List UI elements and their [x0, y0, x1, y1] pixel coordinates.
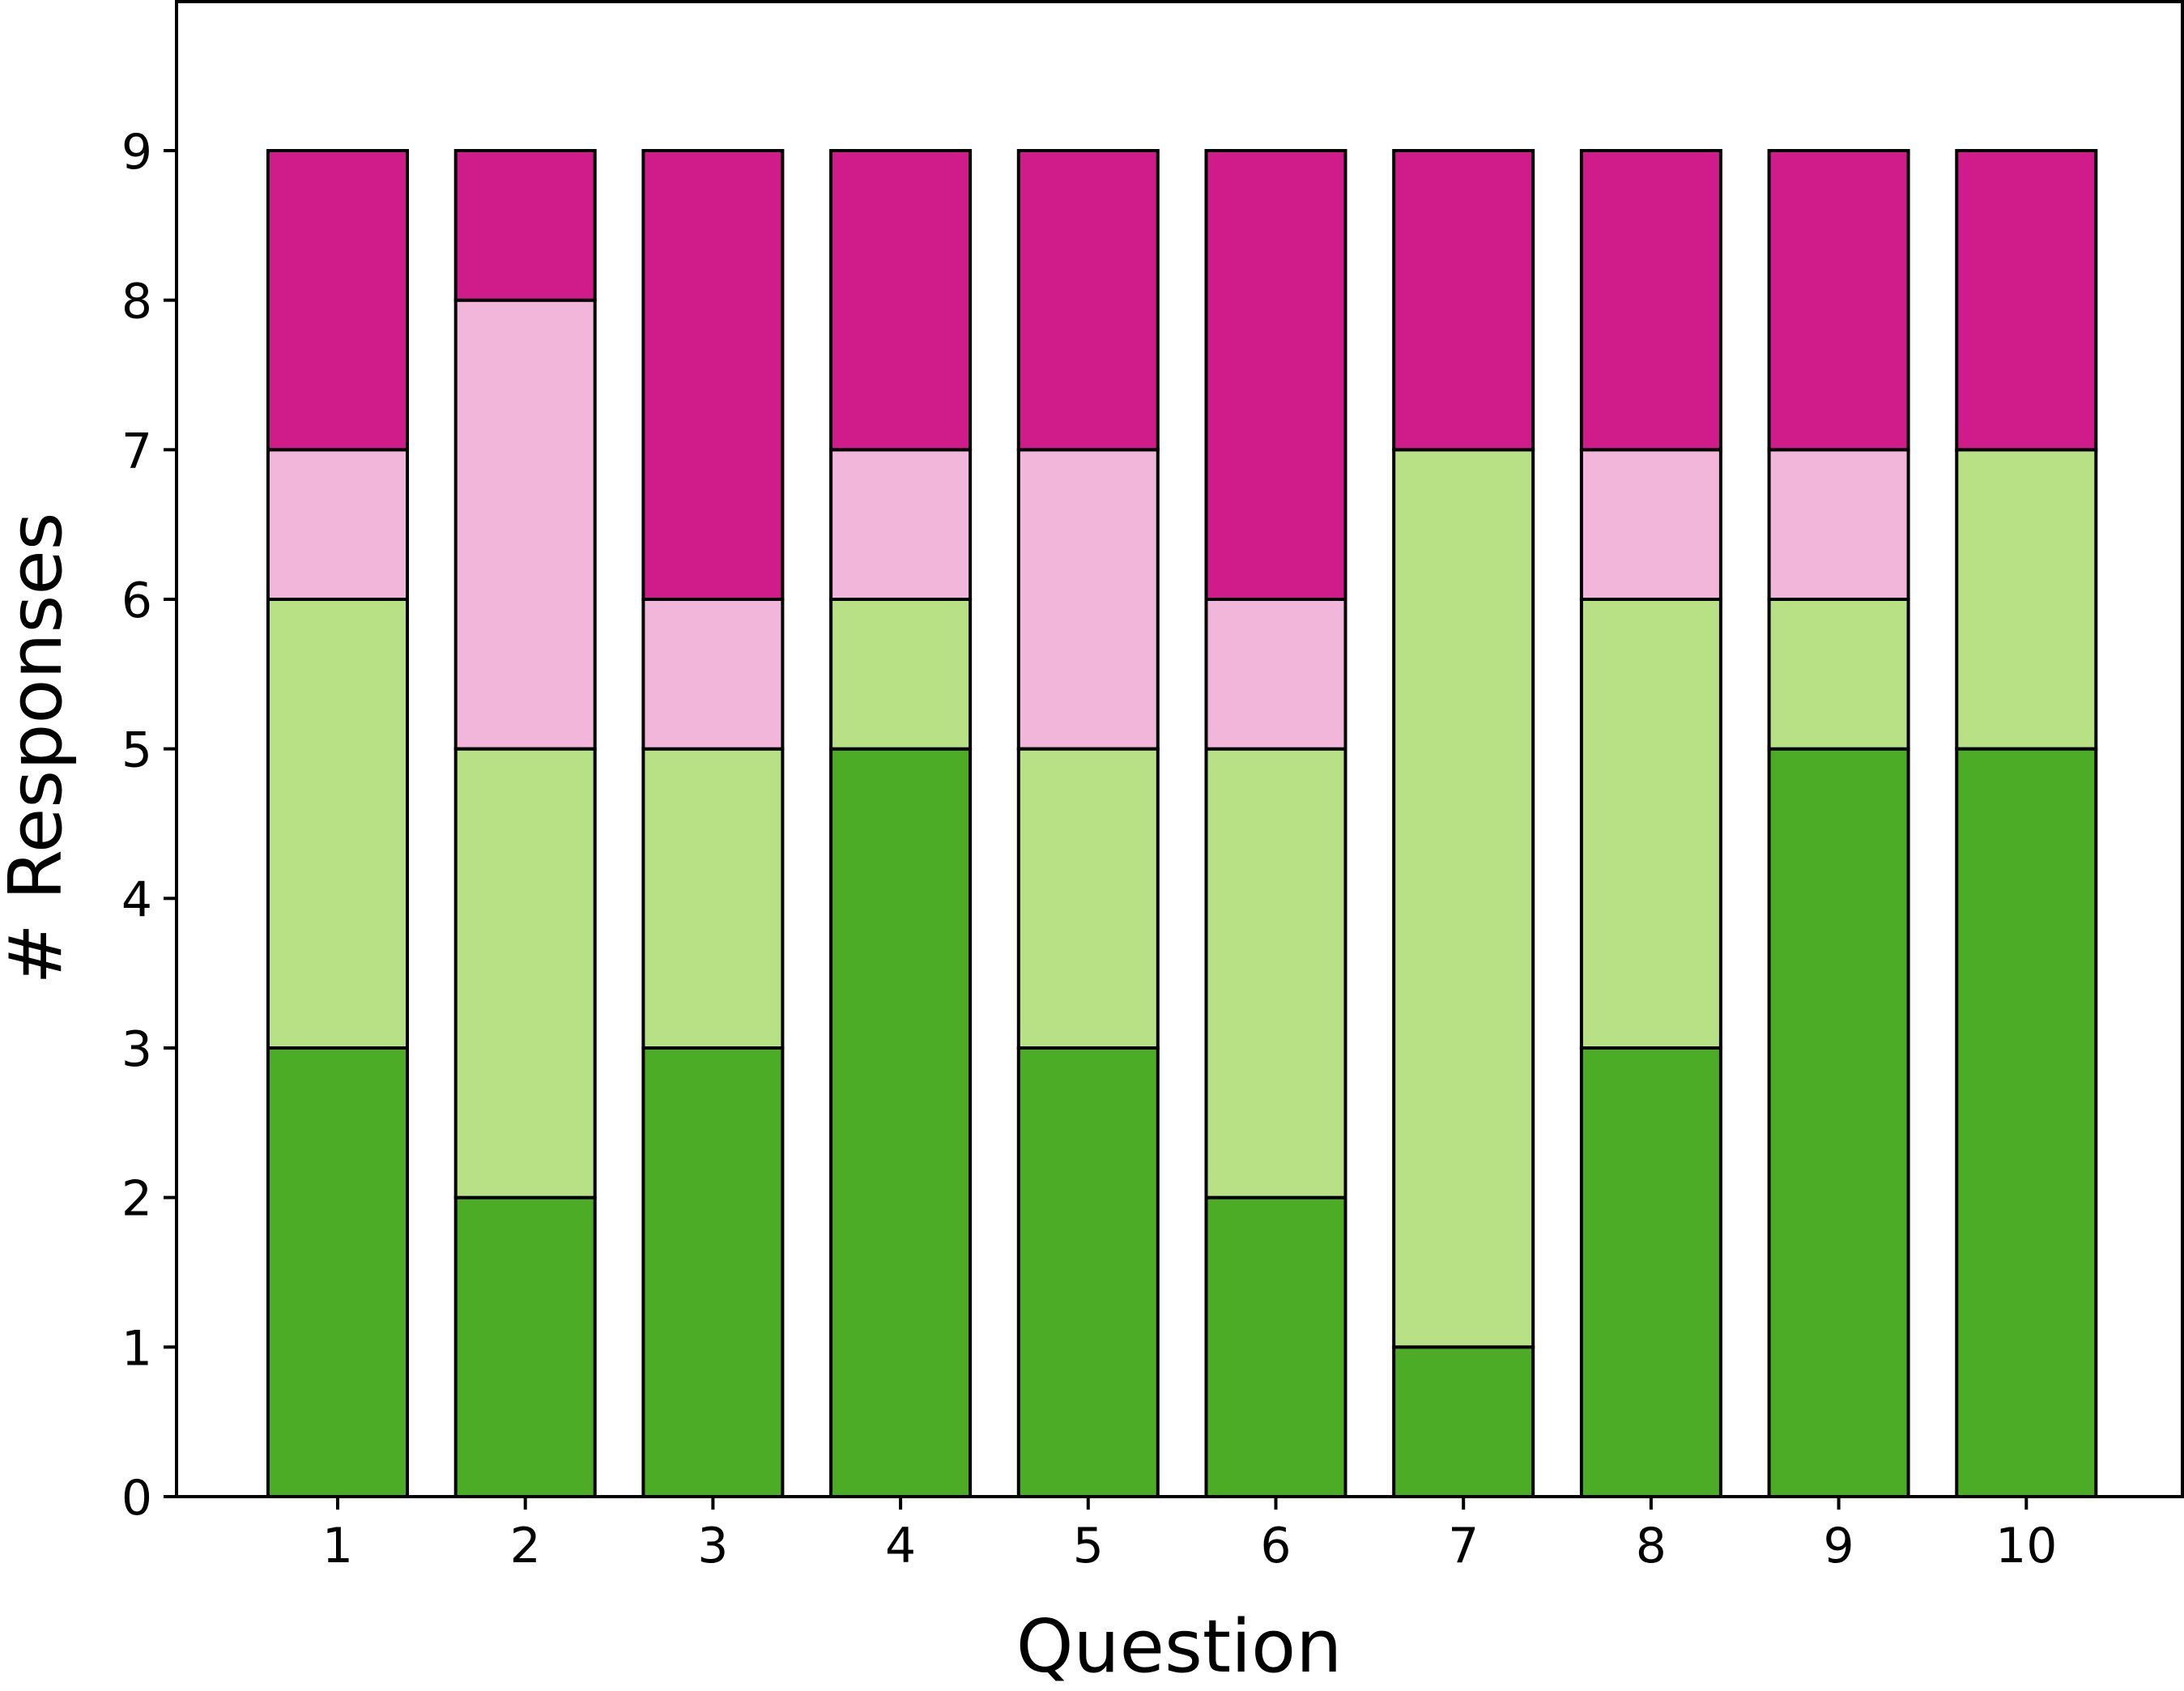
- bar-q6-segment-3: [1204, 598, 1347, 751]
- x-axis-label: Question: [1016, 1604, 1343, 1689]
- y-tick-label-3: 3: [121, 1021, 152, 1078]
- bar-q8-segment-2: [1579, 598, 1722, 1050]
- bar-q7-segment-1: [1392, 1345, 1535, 1499]
- x-tick-label-7: 7: [1448, 1518, 1479, 1574]
- x-tick-label-2: 2: [510, 1518, 541, 1574]
- bar-q1-segment-3: [266, 448, 409, 601]
- bar-q8-segment-3: [1579, 448, 1722, 601]
- bars-group: [266, 149, 2098, 1499]
- bar-q2-segment-1: [453, 1195, 597, 1498]
- bar-q5-segment-1: [1016, 1046, 1160, 1498]
- bar-q7-segment-4: [1392, 149, 1535, 452]
- y-tick-label-0: 0: [121, 1470, 152, 1527]
- bar-q2-segment-2: [453, 747, 597, 1199]
- bar-q9-segment-2: [1767, 598, 1910, 751]
- bar-q5-segment-4: [1016, 149, 1160, 452]
- bar-q10-segment-2: [1955, 448, 2098, 751]
- x-ticks-group: 1 2 3 4 5 6 7 8 9 10: [322, 1497, 2057, 1574]
- x-tick-label-4: 4: [885, 1518, 916, 1574]
- bar-q2-segment-4: [453, 149, 597, 302]
- bar-q9-segment-1: [1767, 747, 1910, 1498]
- y-axis-label: # Responses: [0, 512, 79, 984]
- bar-q1-segment-1: [266, 1046, 409, 1498]
- bar-q10-segment-4: [1955, 149, 2098, 452]
- x-tick-label-9: 9: [1824, 1518, 1854, 1574]
- x-tick-label-6: 6: [1260, 1518, 1291, 1574]
- bar-q9-segment-4: [1767, 149, 1910, 452]
- x-tick-label-8: 8: [1636, 1518, 1667, 1574]
- y-tick-label-7: 7: [121, 423, 152, 479]
- y-tick-label-8: 8: [121, 274, 152, 330]
- y-tick-label-6: 6: [121, 573, 152, 629]
- bar-q3-segment-4: [641, 149, 785, 601]
- bar-q8-segment-1: [1579, 1046, 1722, 1498]
- bar-q6-segment-1: [1204, 1195, 1347, 1498]
- bar-q4-segment-4: [829, 149, 973, 452]
- bar-q7-segment-2: [1392, 448, 1535, 1349]
- bar-q3-segment-1: [641, 1046, 785, 1498]
- x-tick-label-1: 1: [322, 1518, 353, 1574]
- x-tick-label-5: 5: [1073, 1518, 1104, 1574]
- bar-q1-segment-2: [266, 598, 409, 1050]
- bar-q3-segment-2: [641, 747, 785, 1050]
- y-tick-label-4: 4: [121, 871, 152, 928]
- bar-q6-segment-2: [1204, 747, 1347, 1199]
- bar-q2-segment-3: [453, 298, 597, 751]
- bar-q3-segment-3: [641, 598, 785, 751]
- y-tick-label-9: 9: [121, 124, 152, 181]
- bar-q4-segment-2: [829, 598, 973, 751]
- x-tick-label-3: 3: [697, 1518, 728, 1574]
- bar-q8-segment-4: [1579, 149, 1722, 452]
- bar-q6-segment-4: [1204, 149, 1347, 601]
- y-ticks-group: 0 1 2 3 4 5 6 7 8 9: [121, 124, 177, 1527]
- x-tick-label-10: 10: [1995, 1518, 2057, 1574]
- y-tick-label-2: 2: [121, 1171, 152, 1228]
- bar-q5-segment-2: [1016, 747, 1160, 1050]
- bar-q4-segment-1: [829, 747, 973, 1498]
- bar-q10-segment-1: [1955, 747, 2098, 1498]
- bar-q1-segment-4: [266, 149, 409, 452]
- bar-q4-segment-3: [829, 448, 973, 601]
- bar-q5-segment-3: [1016, 448, 1160, 751]
- bar-q9-segment-3: [1767, 448, 1910, 601]
- y-tick-label-5: 5: [121, 722, 152, 779]
- y-tick-label-1: 1: [121, 1320, 152, 1377]
